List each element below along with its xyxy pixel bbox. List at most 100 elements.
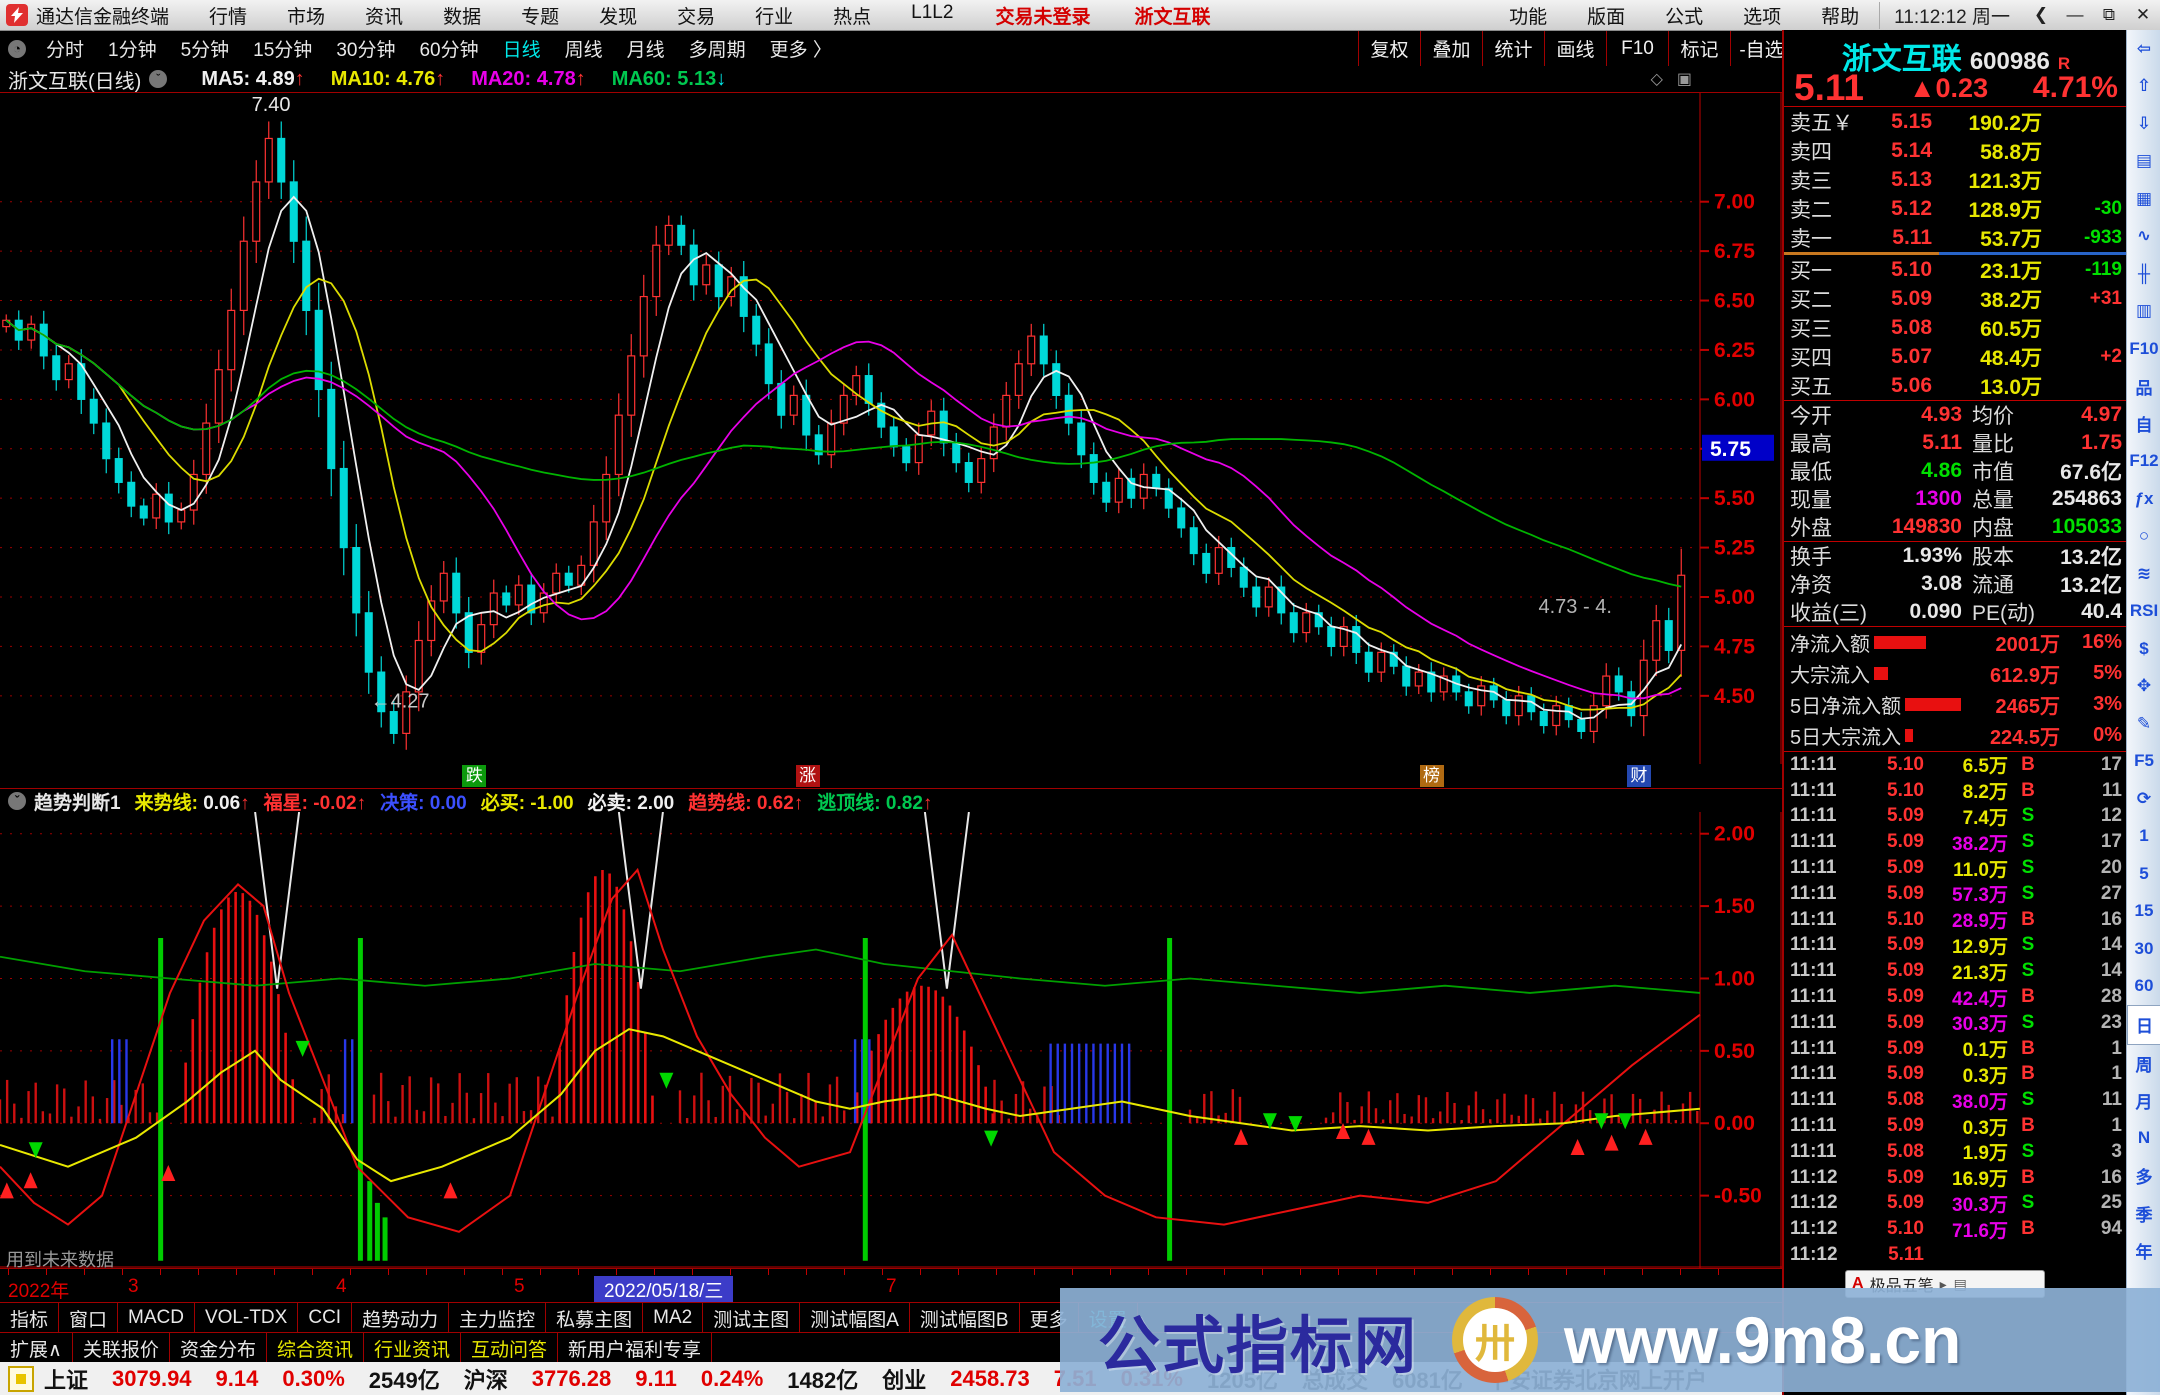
sell-level-row[interactable]: 卖二 5.12 128.9万 -30: [1784, 194, 2128, 223]
period-year[interactable]: 年: [2135, 1243, 2153, 1263]
close-button[interactable]: ✕: [2135, 5, 2151, 24]
toolbar-button-复权[interactable]: 复权: [1358, 31, 1420, 66]
kline-chart[interactable]: 7.00 6.75 6.50 6.25 6.00 5.75 5.50 5.25 5.00 4.75…: [0, 92, 1782, 765]
tick-row[interactable]: 11:11 5.09 21.3万 S 14: [1784, 958, 2128, 984]
formula-icon[interactable]: ƒx: [2134, 488, 2154, 508]
menu-帮助[interactable]: 帮助: [1821, 6, 1860, 28]
trend-line-icon[interactable]: ∿: [2136, 226, 2152, 246]
tab-互动问答[interactable]: 互动问答: [461, 1333, 558, 1363]
panel-icon[interactable]: ◇: [1650, 71, 1663, 88]
pencil-icon[interactable]: ✎: [2136, 713, 2152, 733]
circle-icon[interactable]: ○: [2138, 526, 2150, 546]
kline-icon[interactable]: ╫: [2137, 263, 2151, 283]
buy-level-row[interactable]: 买三 5.08 60.5万: [1784, 313, 2128, 342]
period-日线[interactable]: 日线: [502, 40, 541, 61]
move-icon[interactable]: ✥: [2136, 676, 2152, 696]
tick-row[interactable]: 11:11 5.09 57.3万 S 27: [1784, 881, 2128, 907]
tab-趋势动力[interactable]: 趋势动力: [352, 1303, 450, 1333]
toolbar-button--自选[interactable]: -自选: [1730, 31, 1792, 66]
tab-关联报价[interactable]: 关联报价: [73, 1333, 170, 1363]
self-select-button[interactable]: 自: [2135, 416, 2153, 436]
menu-资讯[interactable]: 资讯: [365, 6, 404, 28]
f12-button[interactable]: F12: [2129, 451, 2159, 471]
menu-选项[interactable]: 选项: [1743, 6, 1782, 28]
tab-测试幅图A[interactable]: 测试幅图A: [800, 1303, 910, 1333]
sell-level-row[interactable]: 卖五￥ 5.15 190.2万: [1784, 107, 2128, 136]
nav-back[interactable]: ⇦: [2136, 38, 2152, 58]
nav-up[interactable]: ⇧: [2136, 76, 2152, 96]
menu-数据[interactable]: 数据: [443, 6, 482, 28]
toolbar-button-F10[interactable]: F10: [1606, 31, 1668, 66]
tick-row[interactable]: 11:11 5.09 38.2万 S 17: [1784, 829, 2128, 855]
period-n[interactable]: N: [2137, 1128, 2151, 1148]
quote-grid-icon[interactable]: ▤: [2135, 151, 2153, 171]
tab-主力监控[interactable]: 主力监控: [449, 1303, 547, 1333]
tab-MACD[interactable]: MACD: [118, 1303, 195, 1333]
tab-资金分布[interactable]: 资金分布: [170, 1333, 267, 1363]
tab-扩展∧[interactable]: 扩展∧: [0, 1333, 73, 1363]
period-day[interactable]: 日: [2126, 1005, 2160, 1045]
toolbar-button-叠加[interactable]: 叠加: [1420, 31, 1482, 66]
tab-综合资讯[interactable]: 综合资讯: [267, 1333, 364, 1363]
table-icon[interactable]: ▦: [2135, 188, 2153, 208]
time-label[interactable]: 7: [886, 1276, 897, 1297]
collapse-icon[interactable]: ˇ: [149, 70, 168, 88]
tab-窗口[interactable]: 窗口: [59, 1303, 119, 1333]
f5-button[interactable]: F5: [2134, 751, 2154, 771]
period-month[interactable]: 月: [2135, 1093, 2153, 1113]
tick-list[interactable]: 11:11 5.10 6.5万 B 17 11:11 5.10 8.2万 B 11 11:11 5.0…: [1784, 752, 2128, 1268]
period-5[interactable]: 5: [2139, 863, 2149, 883]
period-60分钟[interactable]: 60分钟: [419, 40, 479, 61]
period-月线[interactable]: 月线: [626, 40, 665, 61]
time-label[interactable]: 3: [128, 1276, 139, 1297]
ime-mode-icon[interactable]: A: [1852, 1275, 1864, 1292]
period-更多 〉[interactable]: 更多 〉: [769, 40, 832, 61]
tick-row[interactable]: 11:11 5.09 0.3万 B 1: [1784, 1113, 2128, 1139]
sell-level-row[interactable]: 卖四 5.14 58.8万: [1784, 136, 2128, 165]
toolbar-button-标记[interactable]: 标记: [1668, 31, 1730, 66]
period-5分钟[interactable]: 5分钟: [180, 40, 230, 61]
tick-row[interactable]: 11:11 5.09 0.3万 B 1: [1784, 1062, 2128, 1088]
tick-row[interactable]: 11:11 5.10 28.9万 B 16: [1784, 907, 2128, 933]
period-multi[interactable]: 多: [2135, 1168, 2153, 1188]
buy-level-row[interactable]: 买一 5.10 23.1万 -119: [1784, 255, 2128, 284]
market-icon[interactable]: [8, 1365, 34, 1392]
menu-市场[interactable]: 市场: [287, 6, 326, 28]
buy-level-row[interactable]: 买二 5.09 38.2万 +31: [1784, 284, 2128, 313]
period-多周期[interactable]: 多周期: [688, 40, 746, 61]
buy-level-row[interactable]: 买五 5.06 13.0万: [1784, 371, 2128, 400]
menu-发现[interactable]: 发现: [599, 6, 638, 28]
tab-MA2[interactable]: MA2: [643, 1303, 704, 1333]
selected-date[interactable]: 2022/05/18/三: [594, 1276, 734, 1303]
tick-row[interactable]: 11:11 5.10 8.2万 B 11: [1784, 778, 2128, 804]
tab-私募主图[interactable]: 私募主图: [546, 1303, 644, 1333]
marker-跌[interactable]: 跌: [462, 765, 487, 787]
nav-back-button[interactable]: ❮: [2033, 5, 2049, 24]
keyboard-icon[interactable]: ▤: [1953, 1275, 1968, 1292]
tab-VOL-TDX[interactable]: VOL-TDX: [195, 1303, 299, 1333]
tick-row[interactable]: 11:11 5.09 0.1万 B 1: [1784, 1036, 2128, 1062]
period-分时[interactable]: 分时: [46, 40, 85, 61]
time-label[interactable]: 5: [514, 1276, 525, 1297]
marker-榜[interactable]: 榜: [1419, 765, 1444, 787]
tab-测试主图[interactable]: 测试主图: [703, 1303, 801, 1333]
tick-row[interactable]: 11:12 5.09 30.3万 S 25: [1784, 1191, 2128, 1217]
tab-测试幅图B[interactable]: 测试幅图B: [910, 1303, 1020, 1333]
period-1分钟[interactable]: 1分钟: [108, 40, 157, 61]
tick-row[interactable]: 11:11 5.09 30.3万 S 23: [1784, 1010, 2128, 1036]
panel-icon[interactable]: ▣: [1676, 71, 1692, 88]
period-周线[interactable]: 周线: [564, 40, 603, 61]
wave-icon[interactable]: ≋: [2136, 563, 2152, 583]
time-label[interactable]: 2022年: [8, 1281, 70, 1302]
tick-row[interactable]: 11:12 5.11: [1784, 1242, 2128, 1268]
restore-button[interactable]: ⧉: [2102, 5, 2116, 24]
tick-row[interactable]: 11:11 5.09 11.0万 S 20: [1784, 855, 2128, 881]
period-15分钟[interactable]: 15分钟: [253, 40, 313, 61]
news-icon[interactable]: ▥: [2135, 301, 2153, 321]
sell-level-row[interactable]: 卖一 5.11 53.7万 -933: [1784, 223, 2128, 252]
period-30[interactable]: 30: [2134, 938, 2154, 958]
tick-row[interactable]: 11:11 5.09 42.4万 B 28: [1784, 984, 2128, 1010]
period-1[interactable]: 1: [2139, 826, 2149, 846]
f10-button[interactable]: F10: [2129, 338, 2159, 358]
refresh-icon[interactable]: ⟳: [2136, 788, 2152, 808]
